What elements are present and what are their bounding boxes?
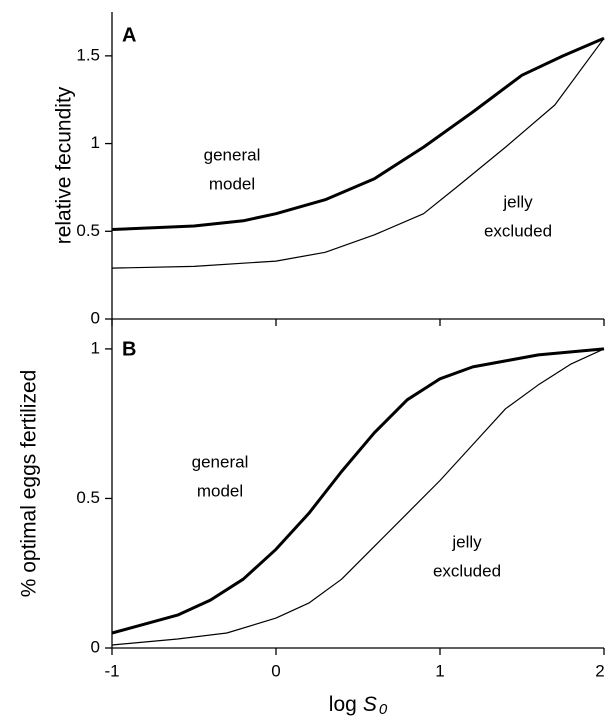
line	[111, 36, 605, 231]
x-label-prefix: log	[329, 693, 357, 716]
x-label-symbol: S	[363, 693, 377, 716]
panel-label: B	[122, 338, 136, 360]
annotation: jelly	[451, 532, 482, 551]
y-tick-label: 1	[91, 133, 100, 152]
y-axis-label: % optimal eggs fertilized	[18, 370, 41, 598]
x-axis-label: log S 0	[329, 693, 388, 718]
annotation: general	[204, 145, 261, 164]
y-tick-label: 0	[91, 308, 100, 327]
annotation: model	[209, 174, 255, 193]
y-tick-label: 1	[91, 338, 100, 357]
x-tick-label: 1	[435, 661, 444, 680]
annotation: general	[192, 452, 249, 471]
y-tick-label: 0	[91, 637, 100, 656]
line	[111, 37, 605, 269]
annotation: excluded	[433, 561, 501, 580]
annotation: model	[197, 481, 243, 500]
line	[111, 347, 605, 635]
x-tick-label: 0	[271, 661, 280, 680]
y-tick-label: 0.5	[76, 221, 100, 240]
annotation: excluded	[484, 221, 552, 240]
y-tick-label: 0.5	[76, 488, 100, 507]
y-axis-label: relative fecundity	[53, 86, 76, 244]
x-label-subscript: 0	[379, 701, 388, 718]
x-tick-label: 2	[595, 661, 604, 680]
panel-label: A	[122, 24, 136, 46]
y-tick-label: 1.5	[76, 45, 100, 64]
annotation: jelly	[502, 192, 533, 211]
x-tick-label: -1	[104, 661, 119, 680]
line	[111, 348, 605, 646]
